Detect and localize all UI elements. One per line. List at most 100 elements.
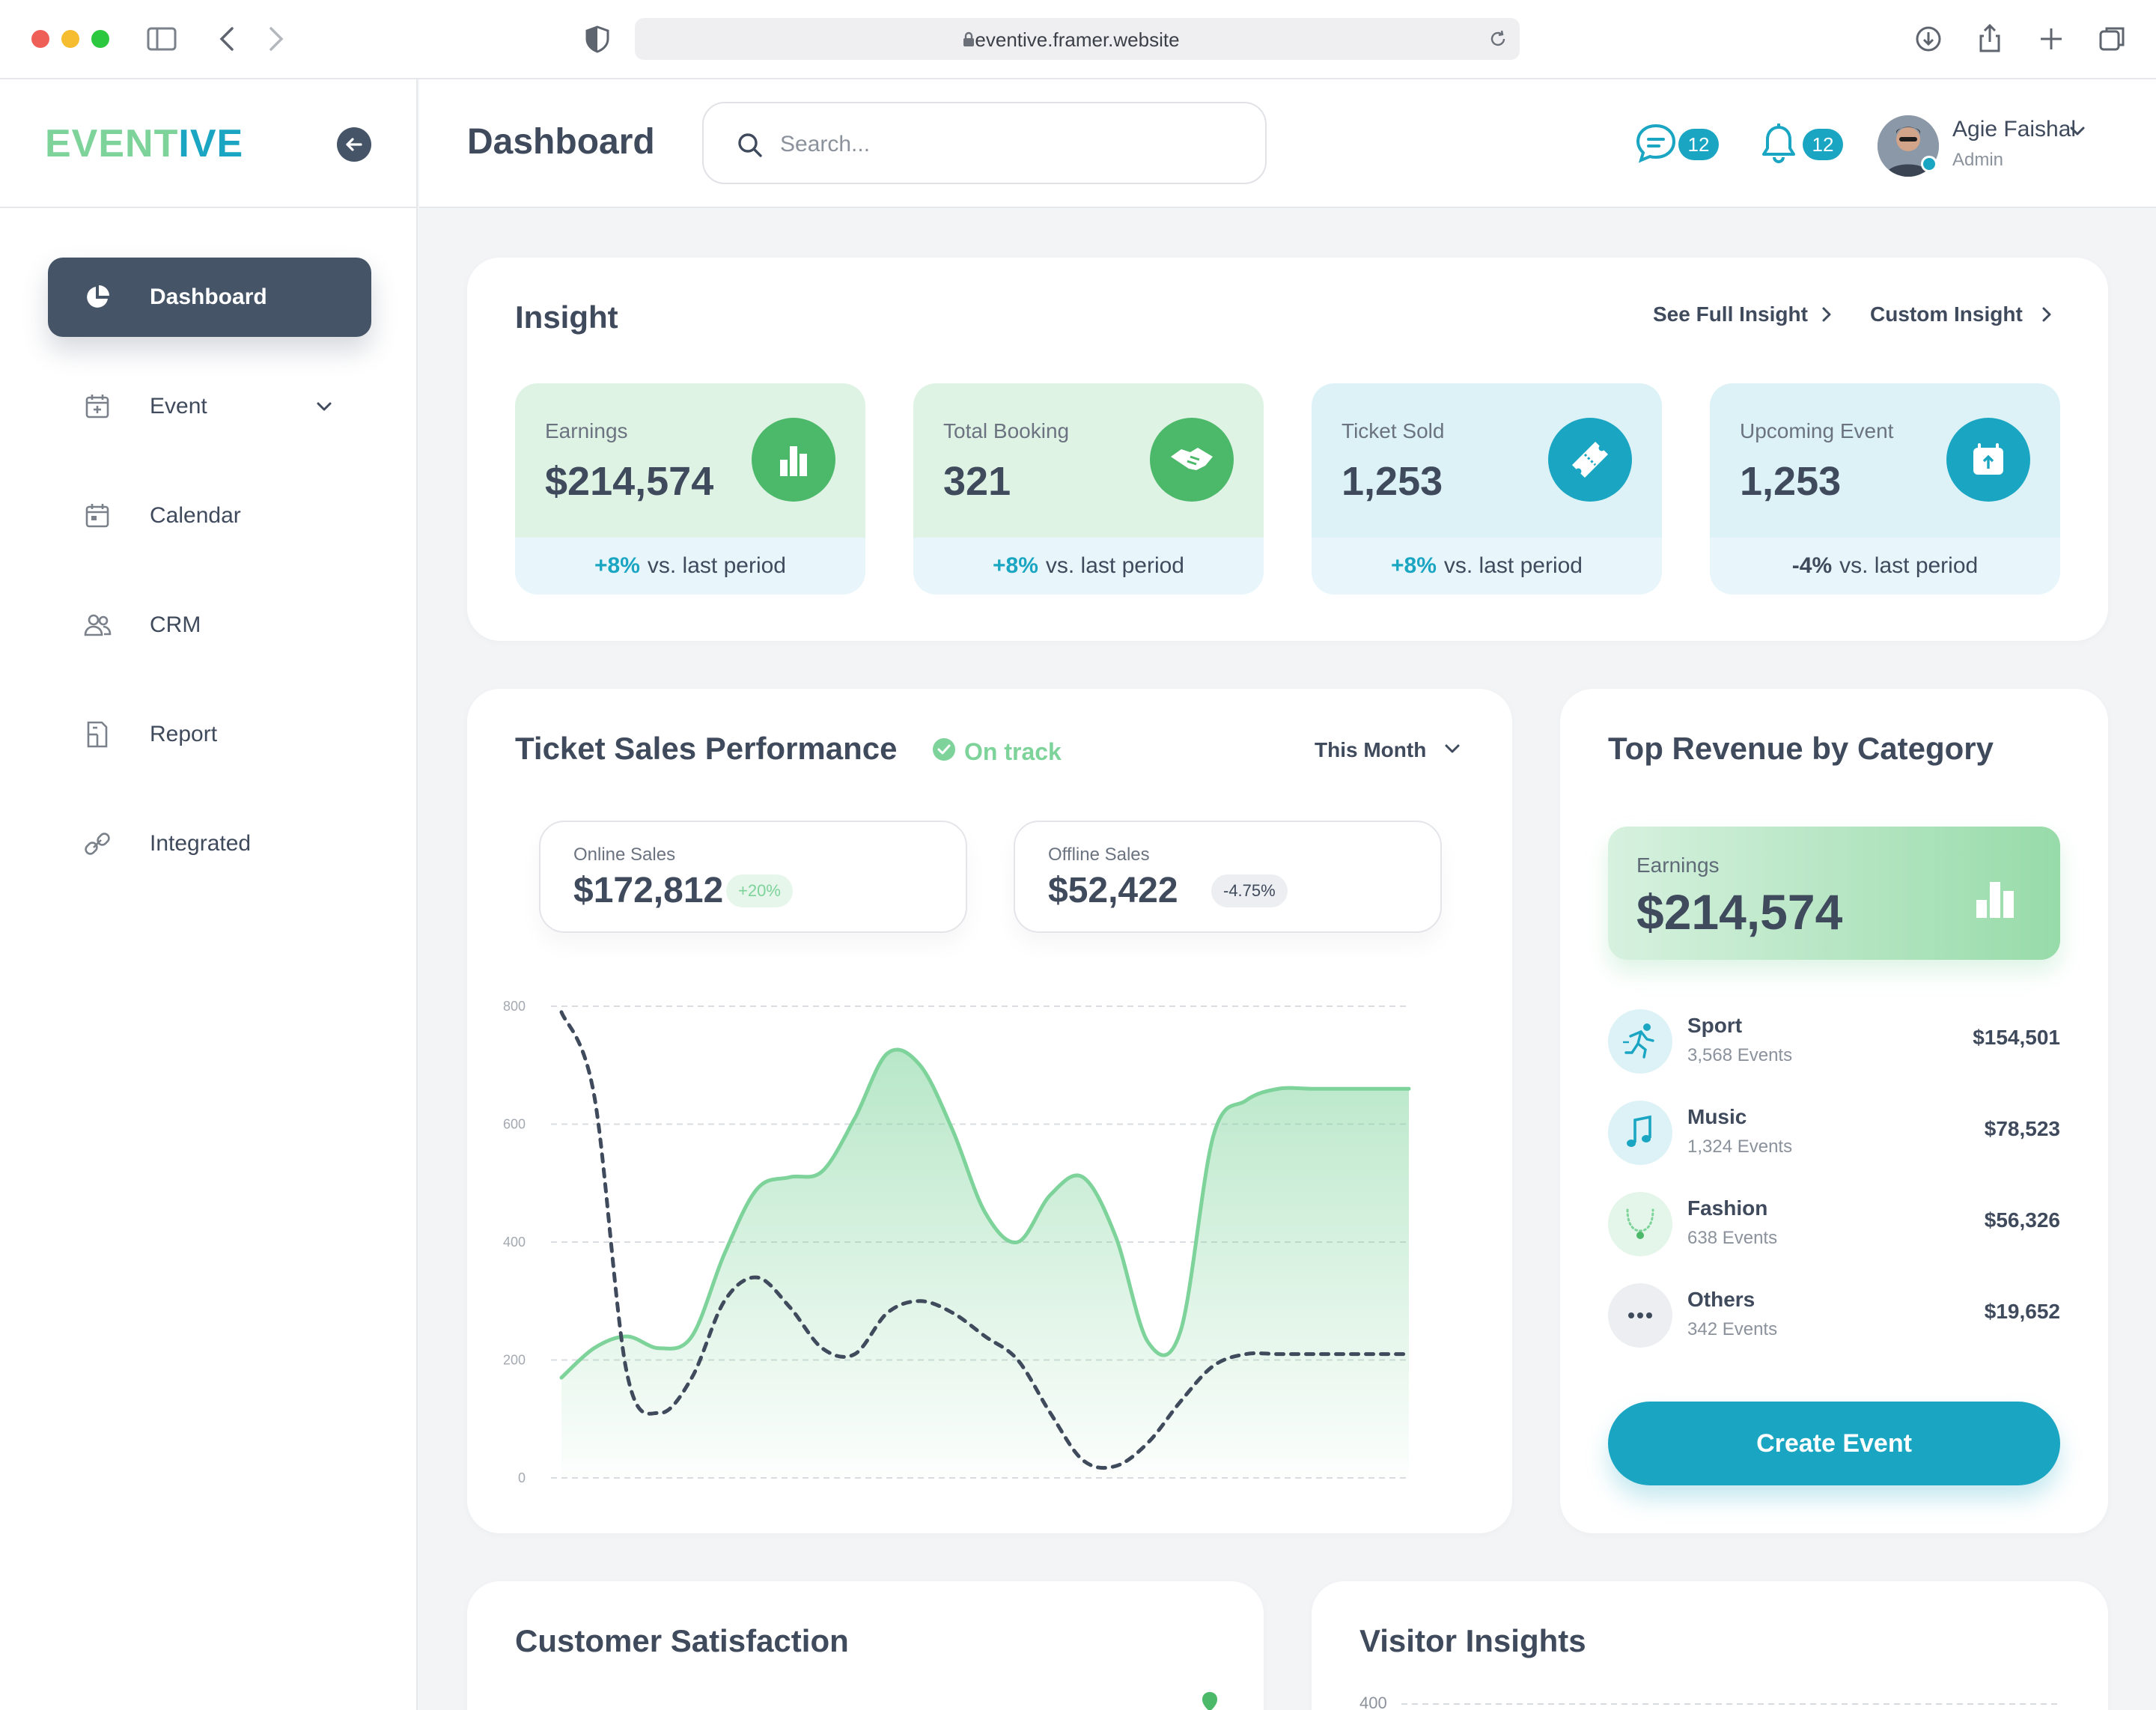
insight-title: Insight [515, 299, 618, 335]
category-amount: $154,501 [1973, 1026, 2060, 1049]
stat-label: Upcoming Event [1740, 419, 1894, 442]
calendar-plus-icon [85, 395, 109, 419]
category-row-others[interactable]: Others 342 Events $19,652 [1608, 1283, 2060, 1351]
top-header: Dashboard Search... 12 12 Agie Faishal A… [419, 79, 2156, 208]
online-sales-value: $172,812 [573, 871, 724, 910]
sidebar-item-calendar[interactable]: Calendar [48, 476, 371, 556]
category-row-sport[interactable]: Sport 3,568 Events $154,501 [1608, 1009, 2060, 1077]
sidebar-item-report[interactable]: Report [48, 695, 371, 774]
chevron-right-icon[interactable] [2036, 304, 2057, 325]
app-logo[interactable]: EVENTIVE [45, 122, 244, 165]
stat-label: Total Booking [943, 419, 1070, 442]
chevron-down-icon[interactable] [311, 394, 337, 419]
download-icon[interactable] [1910, 21, 1946, 57]
category-row-music[interactable]: Music 1,324 Events $78,523 [1608, 1101, 2060, 1168]
offline-sales-box: Offline Sales $52,422 -4.75% [1014, 821, 1442, 933]
new-tab-icon[interactable] [2033, 21, 2069, 57]
offline-sales-change-badge: -4.75% [1211, 874, 1288, 907]
reload-icon[interactable] [1487, 28, 1509, 50]
handshake-icon [1171, 448, 1213, 470]
stat-change: +8% vs. last period [913, 538, 1264, 594]
page-title: Dashboard [467, 122, 655, 162]
back-icon[interactable] [210, 21, 246, 57]
running-icon [1623, 1023, 1654, 1059]
notifications-count-badge: 12 [1803, 129, 1843, 160]
chevron-down-icon[interactable] [1440, 737, 1464, 761]
sidebar-item-dashboard[interactable]: Dashboard [48, 258, 371, 337]
messages-count-badge: 12 [1678, 129, 1719, 160]
bar-chart-icon [1976, 882, 2014, 918]
forward-icon[interactable] [258, 21, 293, 57]
see-full-insight-link[interactable]: See Full Insight [1653, 302, 1808, 326]
stat-value: 1,253 [1740, 459, 1842, 504]
earnings-hero: Earnings $214,574 [1608, 827, 2060, 960]
stat-icon-circle [752, 418, 835, 502]
visitor-insights-title: Visitor Insights [1359, 1623, 1586, 1658]
offline-sales-label: Offline Sales [1048, 845, 1150, 865]
custom-insight-link[interactable]: Custom Insight [1870, 302, 2023, 326]
chevron-down-icon[interactable] [2065, 118, 2090, 144]
sidebar-item-label: Integrated [150, 831, 252, 856]
stat-value: $214,574 [545, 459, 714, 504]
category-name: Others [1687, 1288, 1755, 1311]
category-icon-circle [1608, 1283, 1672, 1348]
category-events: 1,324 Events [1687, 1137, 1793, 1157]
create-event-button[interactable]: Create Event [1608, 1402, 2060, 1485]
users-icon [84, 614, 112, 636]
chart-marker-icon [1202, 1692, 1217, 1710]
sidebar-toggle-icon[interactable] [144, 21, 180, 57]
earnings-value: $214,574 [1636, 884, 1843, 940]
sales-title: Ticket Sales Performance [515, 731, 898, 766]
stat-value: 321 [943, 459, 1011, 504]
stat-icon-circle [1150, 418, 1234, 502]
link-icon [85, 833, 110, 855]
category-events: 3,568 Events [1687, 1045, 1793, 1065]
collapse-sidebar-button[interactable] [337, 127, 371, 162]
browser-toolbar: eventive.framer.website [0, 0, 2156, 79]
sidebar-item-integrated[interactable]: Integrated [48, 804, 371, 883]
search-input[interactable]: Search... [702, 102, 1267, 184]
sidebar-item-label: Report [150, 722, 218, 746]
earnings-label: Earnings [1636, 854, 1720, 877]
insight-card: Insight See Full Insight Custom Insight … [467, 258, 2108, 641]
stat-change: +8% vs. last period [1312, 538, 1662, 594]
series-area-0 [561, 1049, 1409, 1478]
more-dots-icon [1628, 1312, 1652, 1318]
maximize-window-button[interactable] [91, 30, 109, 48]
online-sales-box: Online Sales $172,812 +20% [539, 821, 967, 933]
chat-icon[interactable] [1633, 121, 1678, 166]
minimize-window-button[interactable] [61, 30, 79, 48]
y-tick-label: 600 [503, 1117, 526, 1132]
bell-icon[interactable] [1756, 121, 1801, 166]
sidebar-item-label: Dashboard [150, 285, 267, 309]
music-note-icon [1627, 1115, 1651, 1147]
period-select[interactable]: This Month [1315, 738, 1427, 761]
chevron-right-icon[interactable] [1816, 304, 1837, 325]
visitor-insights-card: Visitor Insights 400 [1312, 1581, 2108, 1710]
y-tick-label: 200 [503, 1353, 526, 1368]
shield-icon[interactable] [579, 21, 615, 57]
online-status-dot [1921, 156, 1937, 172]
share-icon[interactable] [1972, 21, 2008, 57]
user-name: Agie Faishal [1952, 117, 2077, 142]
y-tick-label: 800 [503, 999, 526, 1014]
category-amount: $56,326 [1984, 1208, 2060, 1232]
revenue-title: Top Revenue by Category [1608, 731, 1994, 766]
sidebar-item-label: CRM [150, 612, 201, 637]
search-placeholder: Search... [780, 132, 871, 156]
close-window-button[interactable] [31, 30, 49, 48]
category-icon-circle [1608, 1192, 1672, 1256]
sidebar-item-crm[interactable]: CRM [48, 585, 371, 665]
series-line-1 [559, 1010, 1411, 1470]
tabs-overview-icon[interactable] [2095, 21, 2131, 57]
user-role: Admin [1952, 150, 2004, 170]
stat-change: +8% vs. last period [515, 538, 865, 594]
sidebar-item-event[interactable]: Event [48, 367, 371, 446]
category-row-fashion[interactable]: Fashion 638 Events $56,326 [1608, 1192, 2060, 1259]
calendar-icon [85, 504, 109, 528]
category-events: 638 Events [1687, 1228, 1778, 1248]
series-line-0 [559, 1047, 1411, 1380]
lock-icon [963, 31, 974, 46]
necklace-icon [1626, 1208, 1654, 1239]
address-bar[interactable]: eventive.framer.website [635, 18, 1520, 60]
